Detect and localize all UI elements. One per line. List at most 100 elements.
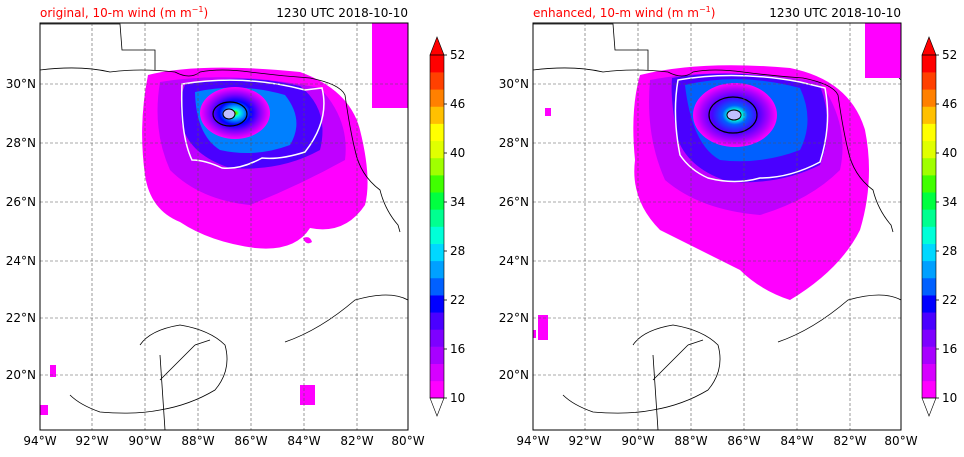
colorbar-bin xyxy=(430,192,444,210)
colorbar-bin xyxy=(922,277,936,296)
gridlines xyxy=(40,23,408,430)
lon-tick-label: 90°W xyxy=(621,434,654,448)
lat-tick-labels: 30°N 28°N 26°N 24°N 22°N 20°N xyxy=(6,77,36,382)
colorbar-bin xyxy=(922,209,936,227)
colorbar-bin xyxy=(922,89,936,107)
colorbar-frame xyxy=(429,54,445,399)
lat-tick-label: 24°N xyxy=(6,254,36,268)
lat-tick-label: 22°N xyxy=(6,311,36,325)
lon-tick-label: 80°W xyxy=(391,434,424,448)
wind-field xyxy=(40,67,368,415)
colorbar-tick-label: 16 xyxy=(450,342,465,356)
panel-title: original, 10-m wind (m m−1) xyxy=(40,5,208,20)
colorbar-bin xyxy=(922,157,936,176)
lat-tick-label: 30°N xyxy=(499,77,529,91)
colorbar-bin xyxy=(922,260,936,279)
colorbar-tick-label: 10 xyxy=(450,391,465,405)
panel-enhanced: enhanced, 10-m wind (m m−1) 1230 UTC 201… xyxy=(499,5,958,448)
colorbar-tick-label: 10 xyxy=(942,391,957,405)
lon-tick-label: 86°W xyxy=(727,434,760,448)
lon-tick-labels: 94°W 92°W 90°W 88°W 86°W 84°W 82°W 80°W xyxy=(516,434,917,448)
lat-tick-labels: 30°N 28°N 26°N 24°N 22°N 20°N xyxy=(499,77,529,382)
lat-tick-label: 28°N xyxy=(499,136,529,150)
gridlines xyxy=(533,23,901,430)
lon-tick-label: 94°W xyxy=(23,434,56,448)
colorbar-bin xyxy=(430,243,444,262)
panel-time: 1230 UTC 2018-10-10 xyxy=(276,6,408,20)
colorbar-frame xyxy=(921,54,937,399)
lon-tick-labels: 94°W 92°W 90°W 88°W 86°W 84°W 82°W 80°W xyxy=(23,434,424,448)
lat-tick-label: 24°N xyxy=(499,254,529,268)
lat-tick-label: 20°N xyxy=(6,368,36,382)
colorbar-bin xyxy=(922,140,936,159)
colorbar-bin xyxy=(430,363,444,382)
colorbar-bin xyxy=(922,72,936,90)
colorbar-tick-label: 22 xyxy=(450,293,465,307)
colorbar-bin xyxy=(922,346,936,364)
colorbar-extend-max xyxy=(921,36,937,56)
colorbar-bin xyxy=(430,106,444,124)
colorbar-bin xyxy=(430,157,444,176)
colorbar-bin xyxy=(430,260,444,279)
panel-title: enhanced, 10-m wind (m m−1) xyxy=(533,5,715,20)
colorbar-bin xyxy=(922,226,936,244)
panel-original: original, 10-m wind (m m−1) 1230 UTC 201… xyxy=(6,5,466,448)
colorbar-bin xyxy=(922,106,936,124)
lon-tick-label: 92°W xyxy=(568,434,601,448)
colorbar-bin xyxy=(430,346,444,364)
colorbar-tick-label: 34 xyxy=(450,195,465,209)
colorbar-bin xyxy=(430,72,444,90)
colorbar-tick-label: 52 xyxy=(942,48,957,62)
colorbar-tick-label: 52 xyxy=(450,48,465,62)
colorbar-bin xyxy=(430,123,444,142)
colorbar-bin xyxy=(430,277,444,296)
lon-tick-label: 92°W xyxy=(75,434,108,448)
wind-field xyxy=(533,65,869,340)
colorbar-bin xyxy=(430,380,444,399)
colorbar-tick-label: 28 xyxy=(942,244,957,258)
colorbar-bin xyxy=(430,226,444,244)
colorbar-bin xyxy=(922,175,936,193)
lat-tick-label: 28°N xyxy=(6,136,36,150)
map-frame xyxy=(532,22,902,431)
lon-tick-label: 88°W xyxy=(674,434,707,448)
lon-tick-label: 90°W xyxy=(128,434,161,448)
lat-tick-label: 26°N xyxy=(499,195,529,209)
lon-tick-label: 82°W xyxy=(833,434,866,448)
map-frame xyxy=(39,22,409,431)
lon-tick-label: 86°W xyxy=(234,434,267,448)
lon-tick-label: 84°W xyxy=(780,434,813,448)
colorbar-tick-label: 40 xyxy=(942,146,957,160)
panel-time: 1230 UTC 2018-10-10 xyxy=(769,6,901,20)
colorbar-tick-label: 28 xyxy=(450,244,465,258)
colorbar-bin xyxy=(922,243,936,262)
colorbar-bin xyxy=(430,295,444,313)
colorbar-bin xyxy=(922,380,936,399)
colorbar-tick-label: 22 xyxy=(942,293,957,307)
lon-tick-label: 88°W xyxy=(181,434,214,448)
colorbar-extend-min xyxy=(921,397,937,417)
lat-tick-label: 22°N xyxy=(499,311,529,325)
colorbar: 10 16 22 28 34 40 46 52 xyxy=(921,36,957,417)
colorbar-bin xyxy=(922,192,936,210)
colorbar-bin xyxy=(430,175,444,193)
colorbar-bin xyxy=(922,295,936,313)
colorbar-bin xyxy=(430,209,444,227)
lat-tick-label: 26°N xyxy=(6,195,36,209)
colorbar-bin xyxy=(922,329,936,347)
colorbar-bin xyxy=(430,55,444,73)
colorbar-tick-label: 40 xyxy=(450,146,465,160)
colorbar-bin xyxy=(922,312,936,330)
lon-tick-label: 82°W xyxy=(340,434,373,448)
colorbar-tick-label: 46 xyxy=(942,97,957,111)
colorbar-bin xyxy=(922,363,936,382)
lon-tick-label: 84°W xyxy=(287,434,320,448)
lat-tick-label: 30°N xyxy=(6,77,36,91)
colorbar-extend-min xyxy=(429,397,445,417)
colorbar-bin xyxy=(430,89,444,107)
colorbar-tick-label: 46 xyxy=(450,97,465,111)
colorbar-bin xyxy=(922,55,936,73)
colorbar-tick-label: 16 xyxy=(942,342,957,356)
lon-tick-label: 80°W xyxy=(884,434,917,448)
